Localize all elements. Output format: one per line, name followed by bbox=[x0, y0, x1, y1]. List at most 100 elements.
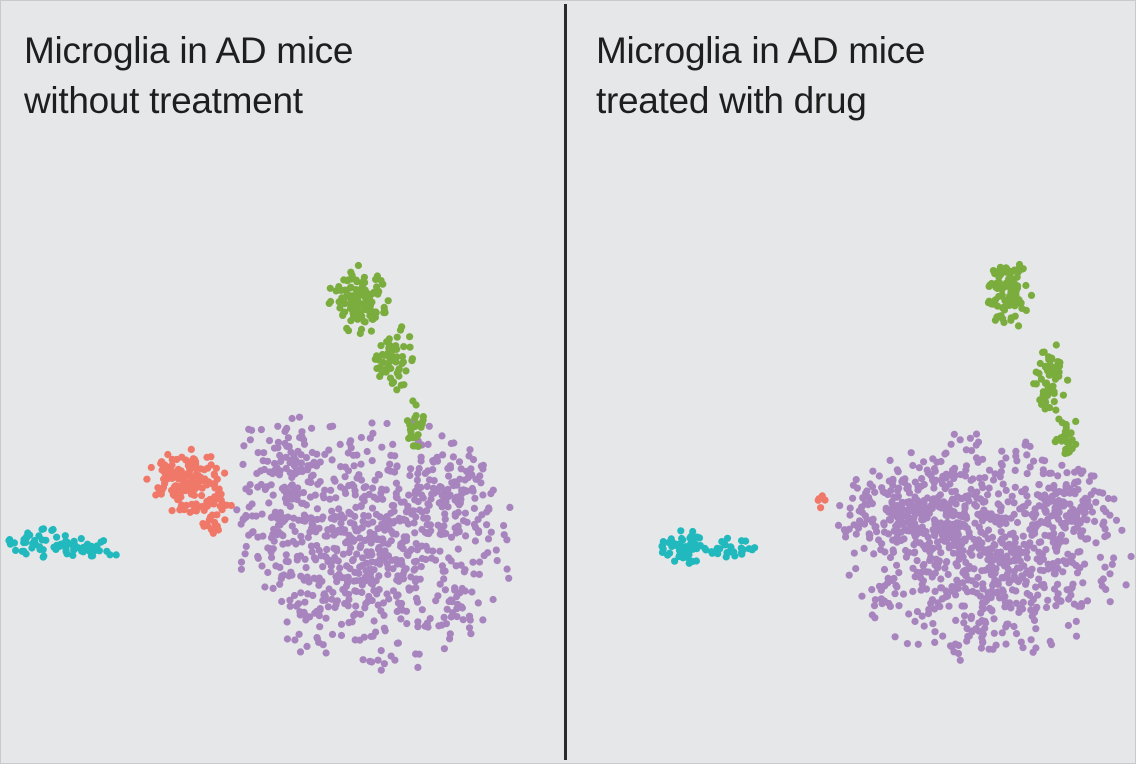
data-point-purple bbox=[936, 603, 944, 611]
data-point-green bbox=[393, 345, 401, 353]
data-point-green bbox=[1050, 398, 1058, 406]
data-point-purple bbox=[1013, 518, 1022, 527]
data-point-purple bbox=[303, 642, 311, 651]
data-point-purple bbox=[295, 413, 304, 421]
data-point-green bbox=[412, 433, 420, 441]
data-point-purple bbox=[969, 587, 977, 596]
data-point-purple bbox=[997, 528, 1005, 536]
data-point-purple bbox=[239, 460, 247, 468]
data-point-purple bbox=[1029, 648, 1037, 656]
data-point-salmon bbox=[197, 465, 205, 473]
data-point-purple bbox=[418, 606, 426, 614]
data-point-purple bbox=[278, 597, 286, 606]
data-point-purple bbox=[1060, 490, 1068, 498]
data-point-purple bbox=[399, 515, 407, 523]
data-point-purple bbox=[889, 536, 897, 544]
data-point-purple bbox=[320, 494, 328, 502]
data-point-purple bbox=[438, 621, 446, 629]
data-point-purple bbox=[1037, 538, 1045, 546]
data-point-purple bbox=[1027, 566, 1035, 575]
data-point-teal bbox=[658, 548, 667, 557]
data-point-green bbox=[332, 287, 340, 295]
data-point-purple bbox=[414, 663, 422, 672]
data-point-purple bbox=[981, 598, 989, 606]
data-point-purple bbox=[341, 473, 349, 481]
data-point-purple bbox=[963, 625, 971, 633]
data-point-purple bbox=[357, 502, 365, 511]
data-point-purple bbox=[465, 624, 474, 632]
data-point-purple bbox=[1035, 481, 1043, 489]
data-point-purple bbox=[302, 454, 311, 462]
data-point-purple bbox=[358, 581, 366, 589]
data-point-purple bbox=[1127, 552, 1135, 561]
data-point-purple bbox=[442, 497, 450, 506]
data-point-purple bbox=[1060, 557, 1068, 565]
data-point-green bbox=[998, 304, 1007, 312]
data-point-green bbox=[997, 271, 1005, 279]
data-point-purple bbox=[368, 558, 376, 566]
data-point-green bbox=[370, 288, 378, 297]
data-point-purple bbox=[958, 494, 966, 503]
data-point-purple bbox=[977, 644, 985, 652]
panel-title-treated: Microglia in AD mice treated with drug bbox=[596, 26, 925, 126]
data-point-purple bbox=[907, 449, 915, 457]
data-point-purple bbox=[1030, 544, 1038, 552]
data-point-purple bbox=[353, 550, 361, 558]
data-point-purple bbox=[1055, 597, 1063, 605]
data-point-purple bbox=[500, 531, 508, 539]
data-point-purple bbox=[281, 439, 289, 448]
data-point-teal bbox=[103, 547, 111, 555]
data-point-teal bbox=[745, 545, 753, 553]
data-point-purple bbox=[1070, 527, 1078, 536]
data-point-purple bbox=[922, 528, 930, 536]
data-point-green bbox=[414, 420, 422, 428]
data-point-green bbox=[1014, 322, 1023, 330]
data-point-salmon bbox=[147, 463, 155, 472]
data-point-salmon bbox=[211, 521, 219, 529]
data-point-purple bbox=[320, 590, 328, 598]
data-point-purple bbox=[377, 666, 385, 674]
data-point-purple bbox=[976, 551, 984, 560]
data-point-purple bbox=[379, 599, 387, 607]
data-point-purple bbox=[1061, 524, 1069, 532]
data-point-purple bbox=[992, 641, 1000, 649]
data-point-green bbox=[1051, 366, 1059, 374]
data-point-purple bbox=[1057, 531, 1066, 539]
data-point-purple bbox=[407, 465, 415, 473]
data-point-purple bbox=[869, 467, 877, 475]
data-point-salmon bbox=[209, 529, 217, 537]
data-point-green bbox=[363, 289, 371, 297]
data-point-salmon bbox=[205, 516, 214, 524]
data-point-green bbox=[1039, 348, 1047, 356]
data-point-purple bbox=[412, 557, 420, 566]
data-point-teal bbox=[77, 535, 85, 543]
data-point-purple bbox=[313, 542, 321, 550]
data-point-purple bbox=[470, 520, 478, 529]
data-point-teal bbox=[689, 545, 697, 553]
data-point-purple bbox=[295, 630, 303, 638]
data-point-purple bbox=[298, 538, 306, 546]
data-point-purple bbox=[895, 484, 903, 492]
data-point-purple bbox=[909, 461, 917, 470]
data-point-purple bbox=[405, 548, 414, 556]
data-point-purple bbox=[1030, 457, 1038, 465]
data-point-purple bbox=[329, 422, 337, 430]
data-point-purple bbox=[327, 562, 335, 570]
data-point-purple bbox=[920, 622, 928, 630]
data-point-purple bbox=[304, 478, 312, 486]
data-point-purple bbox=[479, 616, 487, 624]
data-point-purple bbox=[873, 528, 881, 536]
data-point-green bbox=[1052, 406, 1060, 414]
data-point-purple bbox=[360, 484, 368, 492]
data-point-purple bbox=[389, 440, 397, 448]
data-point-purple bbox=[436, 547, 444, 555]
data-point-purple bbox=[467, 465, 475, 473]
data-point-green bbox=[1036, 359, 1044, 368]
data-point-purple bbox=[356, 636, 364, 644]
data-point-green bbox=[372, 275, 380, 283]
data-point-purple bbox=[852, 530, 860, 538]
data-point-purple bbox=[342, 489, 350, 497]
data-point-purple bbox=[942, 508, 951, 516]
data-point-green bbox=[989, 267, 997, 275]
